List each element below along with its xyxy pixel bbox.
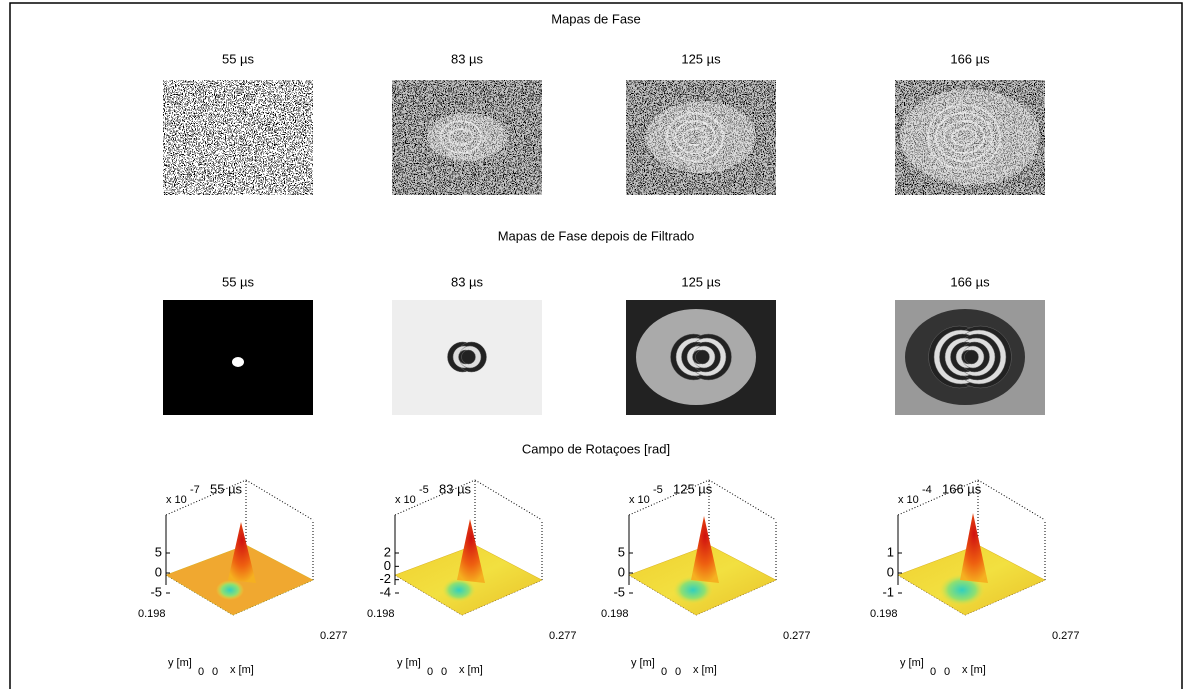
panel-title: 55 µs xyxy=(210,481,243,496)
surface-dip xyxy=(673,576,713,604)
x-axis-label: x [m] xyxy=(693,664,717,676)
axis-box xyxy=(977,479,1046,521)
surface-dip xyxy=(442,578,476,602)
axis-box xyxy=(394,479,476,516)
z-tick-label: 5 xyxy=(618,544,625,559)
x-tick-label: 0.277 xyxy=(1052,630,1080,642)
y-tick-label: 0.198 xyxy=(138,608,166,620)
scale-base: x 10 xyxy=(395,494,416,506)
z-tick-label: -2 xyxy=(379,571,391,586)
origin-tick: 0 xyxy=(427,666,433,678)
x-tick-label: 0.277 xyxy=(549,630,577,642)
origin-tick: 0 xyxy=(198,666,204,678)
origin-tick: 0 xyxy=(441,666,447,678)
panel-title: 125 µs xyxy=(681,51,721,66)
map-spot xyxy=(232,357,244,367)
y-tick-label: 0.198 xyxy=(367,608,395,620)
y-axis-label: y [m] xyxy=(900,657,924,669)
filtered-map xyxy=(163,300,313,415)
z-tick-label: 0 xyxy=(618,564,625,579)
section-title: Campo de Rotaçoes [rad] xyxy=(522,441,670,456)
y-axis-label: y [m] xyxy=(631,657,655,669)
surface-peak xyxy=(457,519,485,583)
origin-tick: 0 xyxy=(675,666,681,678)
scale-exponent: -4 xyxy=(922,484,932,496)
panel-title: 125 µs xyxy=(681,274,721,289)
z-tick-label: 2 xyxy=(384,544,391,559)
surface-peak xyxy=(228,522,256,583)
surface-peak xyxy=(960,513,988,583)
x-tick-label: 0.277 xyxy=(783,630,811,642)
panel-title: 166 µs xyxy=(942,481,982,496)
filtered-map xyxy=(626,300,776,415)
z-tick-label: 1 xyxy=(887,544,894,559)
z-tick-label: 5 xyxy=(155,544,162,559)
z-tick-label: -5 xyxy=(150,584,162,599)
phase-map xyxy=(392,80,542,195)
phase-map xyxy=(626,80,776,195)
panel-title: 166 µs xyxy=(950,274,990,289)
z-tick-label: -4 xyxy=(379,584,391,599)
axis-box xyxy=(245,479,314,521)
map-noise xyxy=(895,80,1045,195)
panel-title: 166 µs xyxy=(950,51,990,66)
axis-box xyxy=(897,479,979,516)
fringe xyxy=(964,349,979,365)
x-axis-label: x [m] xyxy=(459,664,483,676)
panel-title: 83 µs xyxy=(451,51,484,66)
x-axis-label: x [m] xyxy=(962,664,986,676)
scale-exponent: -7 xyxy=(190,484,200,496)
surface-dip xyxy=(216,580,244,600)
scale-base: x 10 xyxy=(898,494,919,506)
origin-tick: 0 xyxy=(944,666,950,678)
phase-map xyxy=(163,80,313,195)
axis-box xyxy=(628,479,710,516)
phase-map xyxy=(895,80,1045,195)
surface-peak xyxy=(691,516,719,583)
surface-dip xyxy=(939,574,985,606)
scale-exponent: -5 xyxy=(653,484,663,496)
panel-title: 83 µs xyxy=(439,481,472,496)
section-title: Mapas de Fase depois de Filtrado xyxy=(498,228,695,243)
y-tick-label: 0.198 xyxy=(870,608,898,620)
panel-title: 125 µs xyxy=(673,481,713,496)
x-axis-label: x [m] xyxy=(230,664,254,676)
origin-tick: 0 xyxy=(930,666,936,678)
fringe xyxy=(695,349,710,365)
map-noise xyxy=(392,80,542,195)
scale-base: x 10 xyxy=(166,494,187,506)
z-tick-label: 0 xyxy=(155,564,162,579)
z-tick-label: 0 xyxy=(887,564,894,579)
z-tick-label: -5 xyxy=(613,584,625,599)
axis-box xyxy=(474,479,543,521)
fringe xyxy=(461,349,476,365)
y-axis-label: y [m] xyxy=(397,657,421,669)
z-tick-label: 0 xyxy=(384,558,391,573)
panel-title: 83 µs xyxy=(451,274,484,289)
y-axis-label: y [m] xyxy=(168,657,192,669)
z-tick-label: -1 xyxy=(882,584,894,599)
origin-tick: 0 xyxy=(212,666,218,678)
origin-tick: 0 xyxy=(661,666,667,678)
map-noise xyxy=(626,80,776,195)
scale-base: x 10 xyxy=(629,494,650,506)
filtered-map xyxy=(392,300,542,415)
axis-box xyxy=(708,479,777,521)
x-tick-label: 0.277 xyxy=(320,630,348,642)
filtered-map xyxy=(895,300,1045,415)
title: Mapas de Fase xyxy=(551,11,641,26)
axis-box xyxy=(165,479,247,516)
panel-title: 55 µs xyxy=(222,51,255,66)
scale-exponent: -5 xyxy=(419,484,429,496)
panel-title: 55 µs xyxy=(222,274,255,289)
map-noise xyxy=(163,80,313,195)
y-tick-label: 0.198 xyxy=(601,608,629,620)
